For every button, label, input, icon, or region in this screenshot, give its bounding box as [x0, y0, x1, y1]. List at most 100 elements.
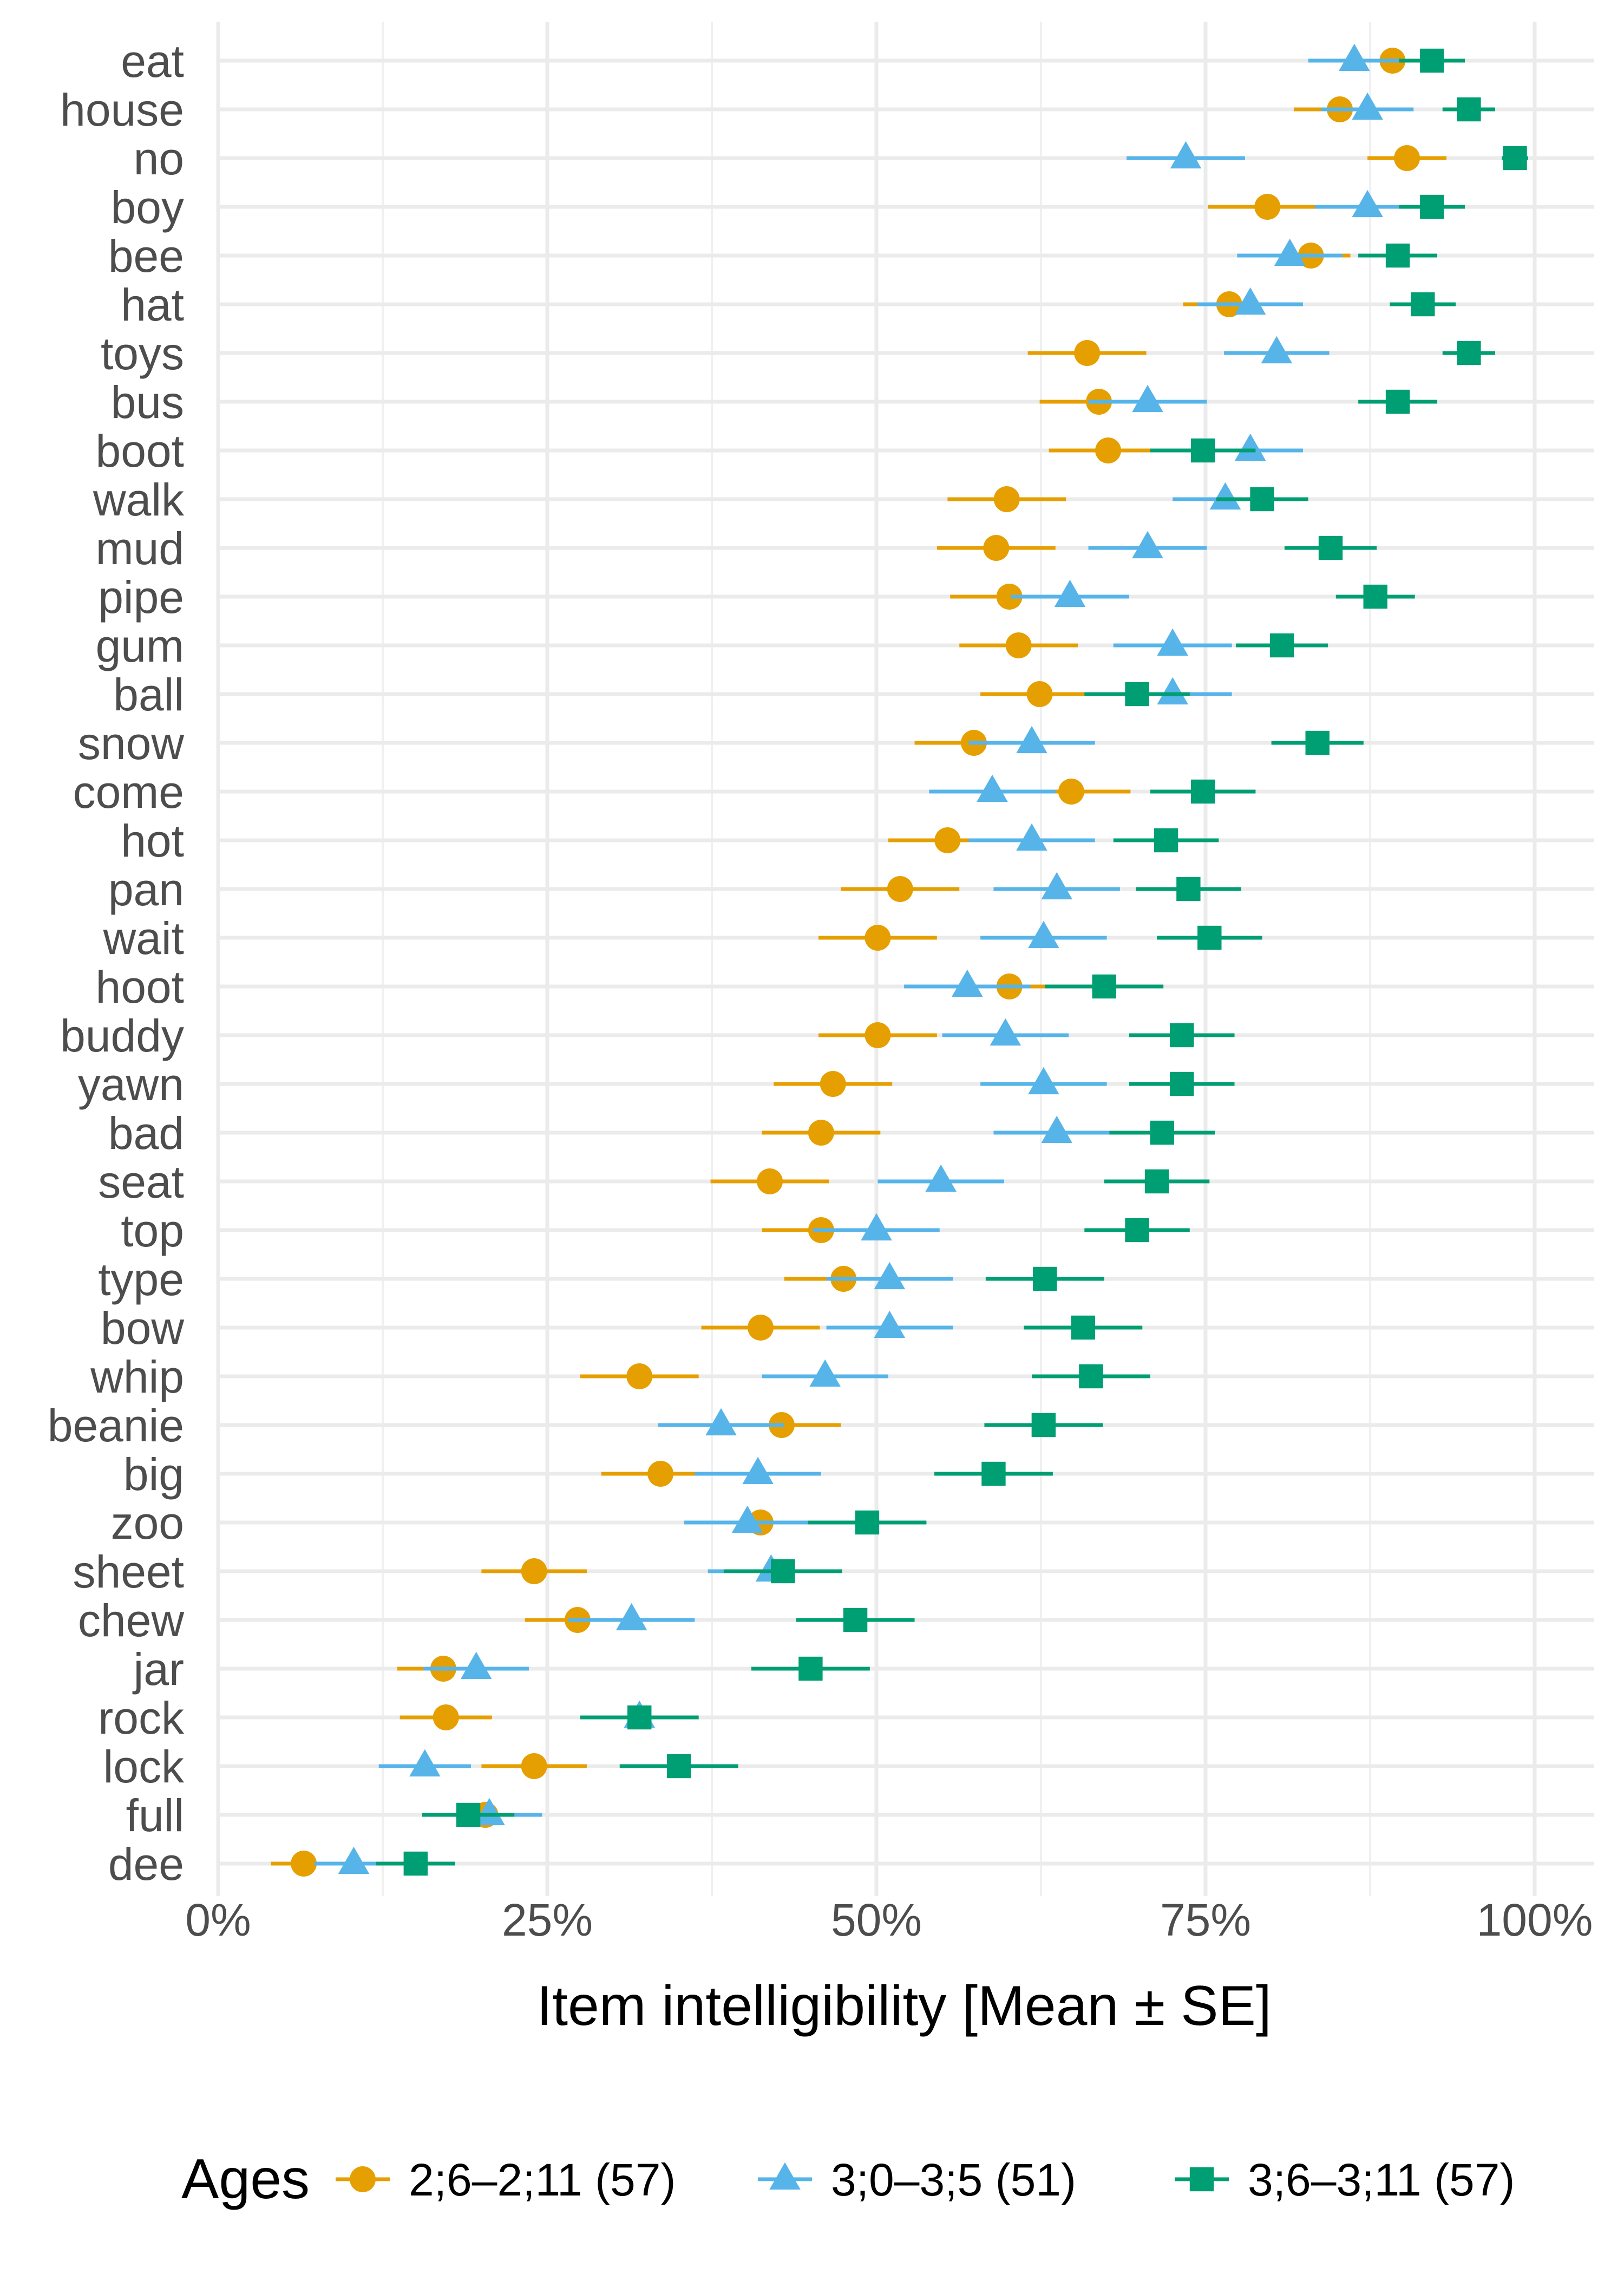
legend-label: 2;6–2;11 (57): [409, 2154, 676, 2205]
triangle-point: [925, 1164, 957, 1192]
y-tick-label: mud: [96, 523, 184, 574]
triangle-point: [742, 1456, 774, 1485]
y-tick-label: zoo: [111, 1498, 184, 1548]
y-tick-label: wait: [103, 913, 184, 964]
x-tick-label: 50%: [831, 1894, 922, 1945]
triangle-point: [769, 2162, 801, 2190]
circle-point: [820, 1071, 846, 1097]
y-tick-label: lock: [103, 1741, 185, 1792]
square-point: [1420, 194, 1444, 219]
square-point: [1150, 1120, 1174, 1145]
triangle-point: [338, 1846, 370, 1874]
circle-point: [1026, 681, 1053, 707]
triangle-point: [1041, 872, 1072, 900]
y-tick-labels: eathousenoboybeehattoysbusbootwalkmudpip…: [48, 36, 185, 1890]
y-tick-label: type: [98, 1254, 184, 1305]
data-marks: [271, 43, 1528, 1877]
square-point: [771, 1559, 795, 1584]
x-axis-title: Item intelligibility [Mean ± SE]: [536, 1975, 1272, 2037]
triangle-point: [874, 1262, 906, 1290]
y-tick-label: hat: [121, 279, 184, 330]
y-tick-label: gum: [96, 620, 184, 671]
square-point: [798, 1656, 823, 1681]
triangle-point: [1132, 384, 1163, 413]
square-point: [1031, 1413, 1056, 1437]
legend-label: 3;6–3;11 (57): [1248, 2154, 1515, 2205]
triangle-point: [1339, 43, 1370, 71]
triangle-point: [1054, 579, 1086, 607]
y-tick-label: bow: [101, 1303, 184, 1354]
square-point: [1420, 48, 1444, 73]
circle-point: [647, 1461, 674, 1487]
circle-point: [1005, 632, 1032, 658]
triangle-point: [1016, 726, 1047, 754]
circle-point: [433, 1704, 459, 1730]
triangle-point: [1352, 190, 1383, 218]
square-point: [1457, 97, 1481, 122]
y-tick-label: buddy: [60, 1010, 184, 1061]
triangle-point: [1209, 482, 1241, 510]
circle-point: [1394, 145, 1420, 171]
square-point: [981, 1461, 1006, 1486]
y-tick-label: top: [121, 1205, 184, 1256]
circle-point: [521, 1558, 547, 1584]
y-tick-label: chew: [78, 1595, 184, 1646]
square-point: [855, 1510, 880, 1535]
triangle-point: [874, 1310, 906, 1338]
y-tick-label: bad: [108, 1108, 184, 1159]
square-point: [1318, 535, 1343, 560]
square-point: [1189, 2167, 1214, 2192]
square-point: [1363, 584, 1387, 609]
y-tick-label: ball: [113, 669, 184, 720]
triangle-point: [731, 1505, 763, 1533]
square-point: [1092, 974, 1116, 999]
circle-point: [865, 1022, 891, 1048]
y-tick-label: seat: [98, 1156, 184, 1207]
circle-point: [1058, 779, 1084, 805]
y-tick-label: snow: [78, 718, 184, 769]
square-point: [403, 1851, 428, 1876]
triangle-point: [952, 969, 983, 997]
x-tick-label: 0%: [185, 1894, 251, 1945]
circle-point: [1254, 194, 1281, 220]
square-point: [843, 1608, 868, 1632]
square-point: [1190, 779, 1215, 804]
square-point: [1170, 1071, 1194, 1096]
y-tick-label: beanie: [48, 1400, 184, 1451]
square-point: [1269, 633, 1294, 658]
triangle-point: [1016, 823, 1047, 851]
square-point: [1250, 487, 1274, 512]
y-tick-label: dee: [108, 1839, 184, 1890]
circle-point: [626, 1363, 653, 1389]
triangle-point: [977, 774, 1008, 802]
triangle-point: [460, 1651, 492, 1680]
circle-point: [887, 876, 913, 902]
x-tick-label: 25%: [502, 1894, 593, 1945]
y-tick-label: pan: [108, 864, 184, 915]
square-point: [1079, 1364, 1103, 1389]
circle-point: [996, 584, 1023, 610]
x-tick-label: 75%: [1160, 1894, 1251, 1945]
circle-point: [291, 1851, 317, 1877]
circle-point: [865, 925, 891, 951]
square-point: [1033, 1266, 1057, 1291]
triangle-point: [1157, 628, 1188, 656]
square-point: [1305, 730, 1330, 755]
triangle-point: [1170, 141, 1202, 169]
y-tick-label: rock: [98, 1693, 185, 1743]
legend: Ages 2;6–2;11 (57) 3;0–3;5 (51) 3;6–3;11 (…: [181, 2148, 1515, 2211]
square-point: [1125, 1218, 1149, 1243]
triangle-point: [1274, 238, 1306, 266]
x-tick-label: 100%: [1477, 1894, 1593, 1945]
triangle-point: [1352, 92, 1383, 120]
square-point: [1144, 1169, 1169, 1194]
square-point: [1385, 243, 1410, 268]
triangle-point: [861, 1213, 892, 1241]
circle-point: [1074, 340, 1101, 366]
square-point: [1071, 1315, 1096, 1340]
circle-point: [934, 827, 961, 853]
legend-item: 3;6–3;11 (57): [1175, 2154, 1515, 2205]
square-point: [667, 1754, 691, 1779]
circle-point: [983, 535, 1010, 561]
